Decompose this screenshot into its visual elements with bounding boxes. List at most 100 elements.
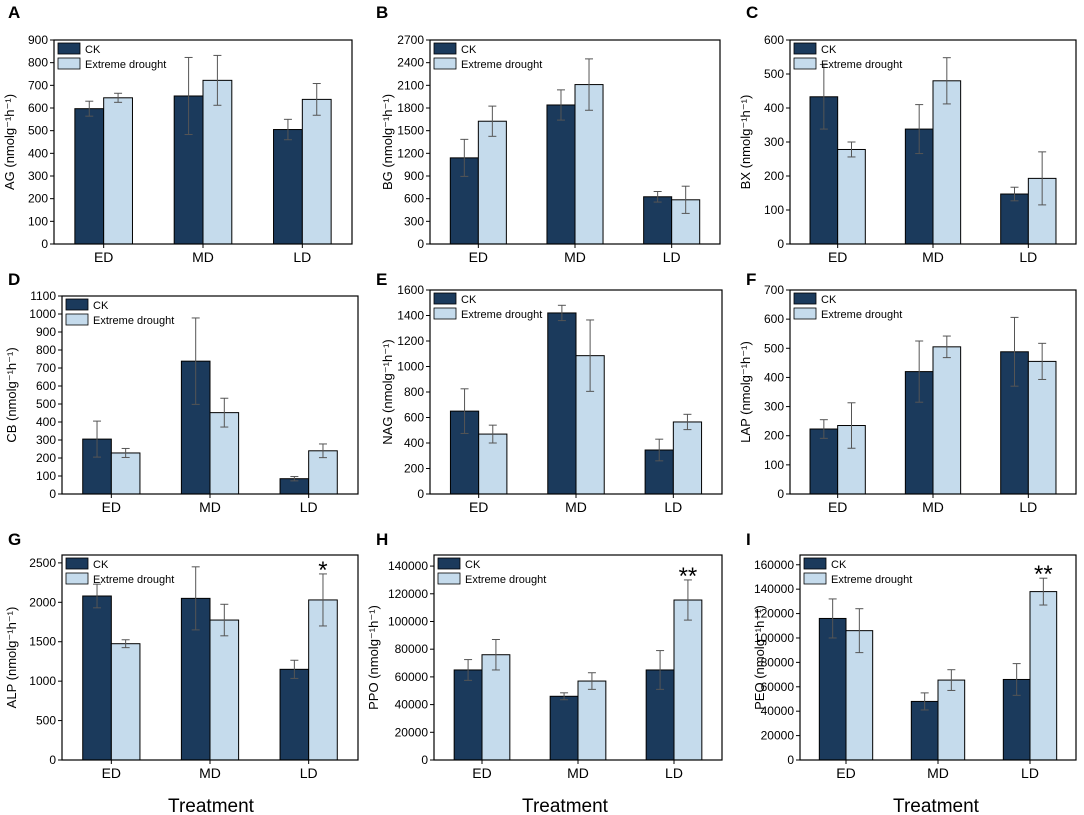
legend-swatch-ck: [65, 298, 89, 311]
panel-a: A ED MD LD 0 100 200 300 400 500 600 700 800 900 AG (n…: [2, 3, 353, 265]
x-axis-title-right: Treatment: [893, 796, 980, 815]
y-tick-label: 400: [36, 415, 56, 429]
y-tick-label: 600: [36, 379, 56, 393]
y-tick-label: 140000: [754, 582, 794, 596]
legend-label-ck: CK: [93, 300, 109, 312]
legend-swatch-ck: [433, 292, 457, 305]
bar-extreme-drought: [110, 643, 141, 761]
legend-label-extreme-drought: Extreme drought: [461, 59, 542, 71]
bar-extreme-drought: [209, 619, 240, 761]
y-tick-label: 0: [49, 753, 56, 767]
y-tick-label: 0: [417, 487, 424, 501]
plot-frame: [789, 39, 1077, 245]
bar-ck: [1000, 193, 1029, 245]
legend-swatch-extreme-drought: [803, 572, 827, 585]
significance-mark: **: [679, 563, 698, 590]
x-axis-title-left: Treatment: [168, 796, 255, 815]
x-tick-label: MD: [567, 765, 589, 781]
panel-letter: E: [376, 270, 387, 289]
y-axis-label: PPO (nmolg⁻¹h⁻¹): [366, 605, 381, 710]
bar-ck: [643, 196, 673, 245]
bar-extreme-drought: [937, 679, 966, 761]
y-tick-label: 700: [28, 78, 48, 92]
y-tick-label: 1000: [397, 360, 424, 374]
y-axis-label: ALP (nmolg⁻¹h⁻¹): [4, 607, 19, 709]
y-tick-label: 1100: [30, 289, 56, 303]
legend-label-ck: CK: [93, 559, 109, 571]
x-tick-label: LD: [663, 249, 681, 265]
plot-frame: [61, 295, 359, 495]
panel-letter: I: [746, 530, 751, 549]
legend-label-extreme-drought: Extreme drought: [85, 59, 166, 71]
x-tick-label: LD: [1019, 249, 1037, 265]
y-tick-label: 1200: [397, 146, 424, 160]
legend-swatch-extreme-drought: [65, 313, 89, 326]
panel-g: G ED MD LD * 0 500 1000 1500 2000 2500 ALP (nmolg⁻¹…: [4, 530, 359, 781]
y-tick-label: 200: [404, 462, 424, 476]
x-tick-label: MD: [922, 499, 944, 515]
y-tick-label: 0: [777, 237, 784, 251]
panel-d: D ED MD LD 0 100 200 300 400 500 600 700 800 900 1000 1…: [4, 270, 359, 515]
y-tick-label: 600: [404, 411, 424, 425]
y-tick-label: 200: [28, 192, 48, 206]
y-tick-label: 40000: [395, 698, 429, 712]
y-tick-label: 200: [764, 169, 784, 183]
y-tick-label: 300: [28, 169, 48, 183]
y-tick-label: 100: [764, 203, 784, 217]
y-tick-label: 120000: [754, 607, 794, 621]
y-tick-label: 1500: [29, 635, 56, 649]
y-tick-label: 400: [764, 101, 784, 115]
bar-ck: [809, 428, 839, 495]
y-tick-label: 600: [28, 101, 48, 115]
y-tick-label: 700: [764, 283, 784, 297]
panel-b: B ED MD LD 0 300 600 900 1200 1500 1800 2100 2400 270…: [376, 3, 721, 265]
x-tick-label: LD: [664, 499, 682, 515]
x-tick-label: MD: [927, 765, 949, 781]
x-tick-label: LD: [300, 765, 318, 781]
y-tick-label: 400: [28, 146, 48, 160]
y-tick-label: 0: [777, 487, 784, 501]
bar-extreme-drought: [932, 80, 962, 245]
y-axis-label: NAG (nmolg⁻¹h⁻¹): [380, 339, 395, 444]
y-tick-label: 900: [28, 33, 48, 47]
legend-label-extreme-drought: Extreme drought: [93, 574, 174, 586]
bar-extreme-drought: [574, 84, 604, 245]
plot-frame: [429, 39, 721, 245]
y-tick-label: 300: [764, 400, 784, 414]
legend-swatch-extreme-drought: [57, 57, 81, 70]
x-tick-label: LD: [1019, 499, 1037, 515]
legend-label-extreme-drought: Extreme drought: [821, 309, 902, 321]
panel-c: C ED MD LD 0 100 200 300 400 500 600 BX (nmolg⁻¹h⁻¹…: [738, 3, 1077, 265]
bar-extreme-drought: [478, 433, 508, 495]
y-tick-label: 300: [764, 135, 784, 149]
y-tick-label: 900: [404, 169, 424, 183]
legend-label-extreme-drought: Extreme drought: [93, 315, 174, 327]
y-tick-label: 100000: [754, 631, 794, 645]
legend-label-ck: CK: [85, 44, 101, 56]
x-axis-title-middle: Treatment: [522, 796, 609, 815]
legend-swatch-extreme-drought: [433, 57, 457, 70]
legend-swatch-extreme-drought: [793, 57, 817, 70]
y-tick-label: 1000: [29, 307, 56, 321]
y-tick-label: 600: [404, 192, 424, 206]
legend-swatch-ck: [65, 557, 89, 570]
bar-extreme-drought: [1027, 360, 1057, 495]
legend-swatch-ck: [437, 557, 461, 570]
legend-label-extreme-drought: Extreme drought: [821, 59, 902, 71]
y-tick-label: 0: [49, 487, 56, 501]
y-tick-label: 200: [764, 429, 784, 443]
legend-label-extreme-drought: Extreme drought: [831, 574, 912, 586]
bar-extreme-drought: [110, 452, 141, 495]
y-tick-label: 400: [404, 436, 424, 450]
legend-swatch-extreme-drought: [433, 307, 457, 320]
bar-extreme-drought: [577, 680, 607, 761]
y-tick-label: 300: [404, 214, 424, 228]
y-tick-label: 2000: [29, 595, 56, 609]
panel-f: F ED MD LD 0 100 200 300 400 500 600 700 LAP (nmolg⁻…: [738, 270, 1077, 515]
y-tick-label: 0: [787, 753, 794, 767]
bar-ck: [82, 595, 112, 761]
legend-label-ck: CK: [465, 559, 481, 571]
x-tick-label: LD: [293, 249, 311, 265]
panel-letter: D: [8, 270, 20, 289]
x-tick-label: MD: [199, 499, 221, 515]
